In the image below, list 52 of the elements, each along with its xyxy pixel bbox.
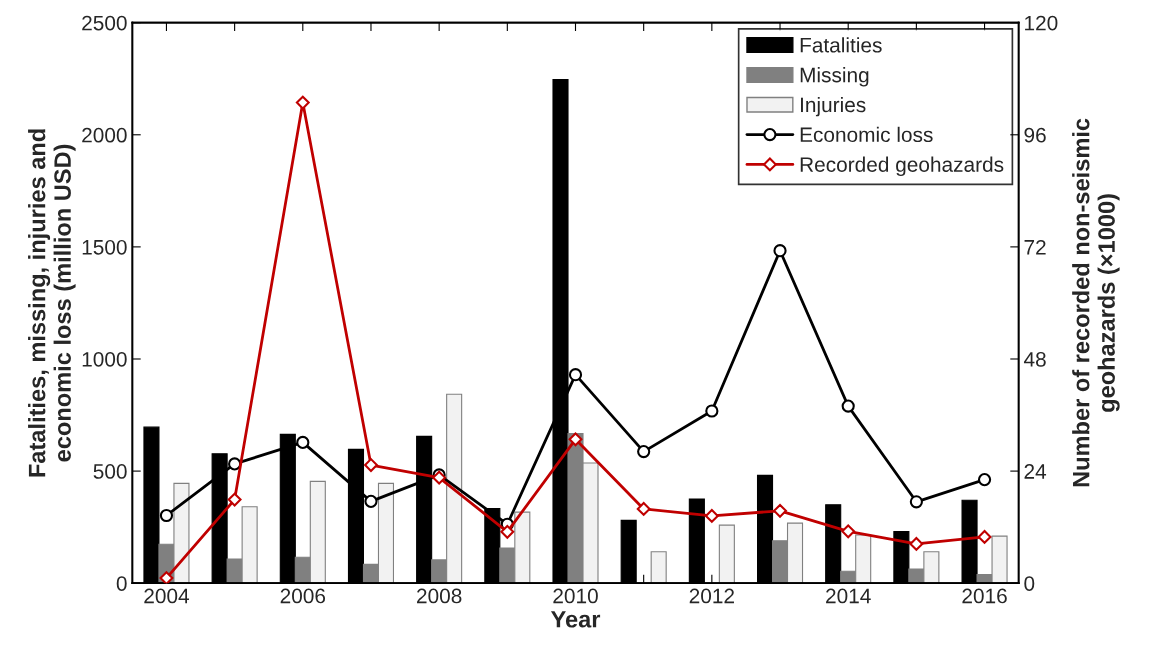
point <box>909 495 923 509</box>
legend-label: Recorded geohazards <box>800 156 1004 177</box>
point <box>977 530 992 544</box>
point <box>227 492 242 507</box>
y-tick-label: 0 <box>116 576 127 591</box>
x-tick-label: 2010 <box>553 588 598 604</box>
point <box>364 494 378 508</box>
y2-tick-label: 48 <box>1023 351 1046 367</box>
point <box>159 571 174 584</box>
point <box>977 473 992 487</box>
legend-label: Injuries <box>800 96 866 117</box>
legend-label: Missing <box>800 67 869 87</box>
point <box>500 524 515 539</box>
y-tick-label: 1000 <box>82 351 127 367</box>
x-tick-label: 2012 <box>689 588 734 604</box>
point <box>295 95 310 110</box>
point <box>773 503 787 518</box>
y2-tick-label: 0 <box>1024 576 1035 591</box>
y2-tick-label: 120 <box>1025 15 1058 31</box>
x-tick-label: 2004 <box>144 588 190 604</box>
point <box>228 457 242 471</box>
y2-tick-label: 96 <box>1024 127 1046 143</box>
point <box>159 508 174 523</box>
point <box>909 537 924 551</box>
point <box>841 399 855 413</box>
point <box>704 509 719 523</box>
point <box>568 432 583 447</box>
x-tick-label: 2016 <box>962 588 1007 604</box>
point <box>705 404 719 418</box>
point <box>773 244 787 258</box>
bar <box>650 551 667 584</box>
x-tick-label: 2014 <box>826 588 871 604</box>
bar <box>718 524 735 584</box>
x-axis-title: Year <box>550 611 601 628</box>
x-tick-label: 2008 <box>417 588 462 604</box>
y2-tick-label: 72 <box>1024 239 1046 255</box>
y-tick-label: 2000 <box>82 127 127 143</box>
y-axis-title: Fatalities, missing, injuries and economic loss (million USD) <box>28 129 76 477</box>
y-tick-label: 2500 <box>82 15 127 31</box>
y2-axis-title: Number of recorded non-seismic geohazards (×1000) <box>1072 118 1120 487</box>
point <box>568 368 583 382</box>
y-tick-label: 1500 <box>82 239 127 255</box>
x-tick-label: 2006 <box>280 588 326 604</box>
legend-label: Fatalities <box>800 37 882 53</box>
point <box>841 524 856 539</box>
y-tick-label: 500 <box>93 464 127 479</box>
point <box>296 435 310 449</box>
legend-label: Economic loss <box>800 126 933 143</box>
point <box>364 458 378 472</box>
point <box>637 444 651 459</box>
point <box>636 502 651 516</box>
y2-tick-label: 24 <box>1024 464 1047 479</box>
